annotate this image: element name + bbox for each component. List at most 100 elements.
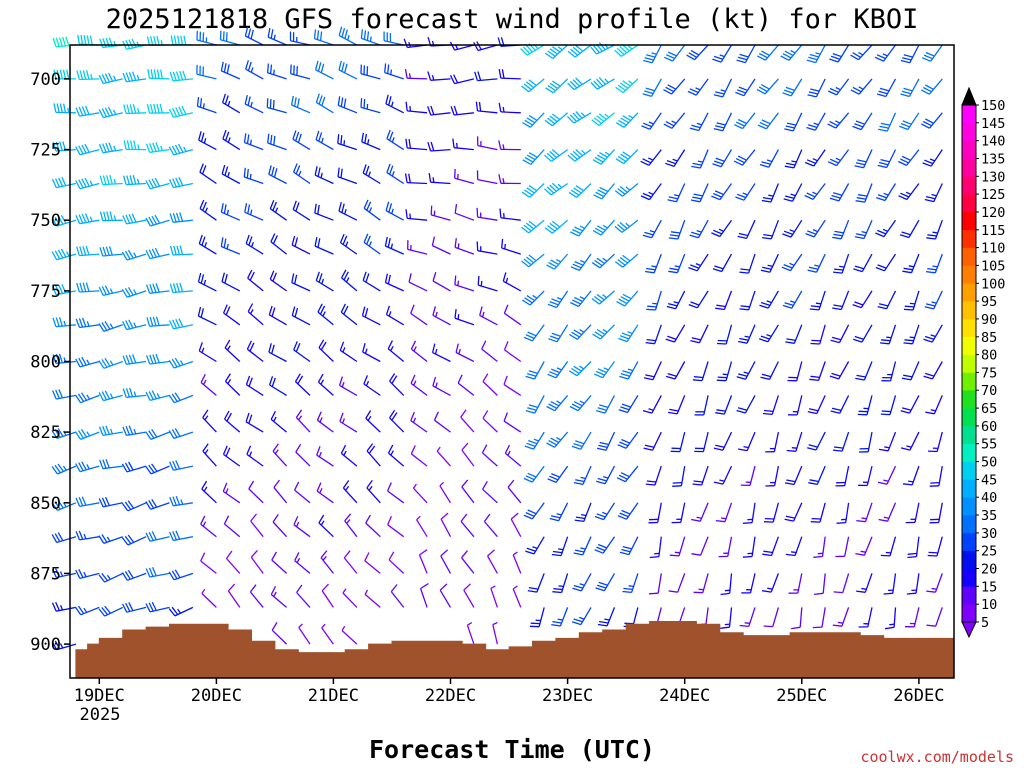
colorbar-label: 100: [981, 276, 1005, 292]
wind-barb: [244, 94, 264, 114]
y-tick-label: 775: [30, 282, 61, 302]
wind-barb: [503, 341, 522, 363]
wind-barb: [544, 44, 569, 60]
wind-barb: [879, 431, 897, 452]
wind-barb: [899, 219, 920, 239]
colorbar-label: 135: [981, 152, 1005, 168]
wind-barb: [735, 78, 756, 97]
wind-barb: [387, 516, 405, 538]
wind-barb: [267, 27, 287, 46]
wind-barb: [498, 102, 521, 114]
wind-barb: [243, 133, 264, 151]
wind-barb: [428, 173, 451, 185]
wind-barb: [432, 376, 451, 396]
wind-barb: [76, 245, 100, 257]
wind-barb: [878, 502, 897, 522]
wind-barb: [410, 411, 428, 433]
wind-barb: [416, 515, 428, 538]
wind-barb: [366, 480, 381, 504]
wind-barb: [807, 431, 826, 451]
wind-barb: [386, 163, 405, 185]
wind-barb: [314, 203, 334, 221]
wind-barb: [483, 513, 498, 538]
colorbar-swatch: [962, 283, 976, 302]
x-axis-title: Forecast Time (UTC): [369, 735, 655, 764]
wind-barb: [403, 38, 428, 49]
colorbar-label: 140: [981, 134, 1005, 150]
wind-barb: [169, 212, 193, 223]
wind-barb: [813, 536, 826, 558]
wind-barb: [905, 502, 920, 524]
wind-barb: [121, 461, 147, 473]
wind-barb: [487, 549, 498, 574]
wind-barb: [875, 219, 897, 238]
wind-barb: [200, 515, 217, 538]
wind-barb: [669, 536, 686, 557]
x-tick-label: 21DEC: [308, 686, 359, 706]
wind-barb: [880, 324, 897, 345]
colorbar-swatch: [962, 586, 976, 605]
wind-barb: [220, 237, 241, 255]
wind-barb: [665, 149, 686, 168]
colorbar-label: 15: [981, 579, 997, 595]
wind-barb: [360, 64, 381, 80]
wind-barb: [855, 183, 873, 203]
wind-barb: [266, 98, 287, 114]
wind-barb: [923, 324, 943, 343]
y-tick-label: 875: [30, 564, 61, 584]
wind-barb: [832, 431, 850, 452]
wind-barb: [713, 112, 733, 132]
wind-barb: [649, 536, 662, 559]
wind-barb: [244, 26, 264, 46]
wind-barb: [785, 324, 803, 344]
wind-barb: [900, 78, 920, 98]
wind-barb: [405, 209, 428, 221]
wind-barb: [833, 573, 850, 594]
wind-barb: [145, 177, 170, 190]
wind-barb: [51, 532, 77, 544]
wind-barb: [51, 568, 77, 579]
wind-barb: [75, 143, 100, 156]
wind-barb: [573, 536, 592, 556]
wind-barb: [227, 583, 241, 608]
wind-barb: [763, 502, 780, 523]
wind-barb: [765, 431, 780, 453]
colorbar-label: 35: [981, 508, 997, 524]
wind-barb: [387, 340, 405, 363]
wind-barb: [574, 502, 592, 523]
wind-barb: [570, 219, 592, 237]
wind-barb: [317, 373, 334, 396]
wind-barb: [121, 286, 147, 298]
wind-barb: [762, 536, 780, 557]
wind-barb: [573, 465, 592, 486]
wind-barb: [365, 410, 381, 433]
wind-barb: [292, 130, 311, 151]
wind-barb: [224, 410, 241, 433]
wind-barb: [830, 324, 850, 344]
wind-barb: [316, 446, 334, 467]
wind-barb: [340, 444, 358, 467]
wind-barb: [781, 253, 803, 272]
y-tick-label: 800: [30, 353, 61, 373]
wind-barb: [432, 306, 451, 326]
wind-barb: [315, 271, 334, 292]
wind-barb: [168, 569, 194, 581]
wind-barb: [224, 373, 241, 396]
wind-barb: [412, 483, 428, 504]
wind-barb: [145, 353, 170, 365]
wind-barb: [648, 573, 662, 595]
wind-barb: [668, 219, 686, 240]
wind-barb: [268, 305, 287, 326]
wind-barb: [521, 290, 545, 306]
wind-barb: [122, 213, 147, 225]
wind-barb: [641, 112, 662, 130]
wind-barb: [808, 465, 826, 486]
wind-barb: [51, 284, 77, 296]
wind-barb: [523, 502, 545, 520]
wind-barb: [522, 112, 545, 128]
wind-barb: [507, 479, 522, 504]
wind-barb: [498, 140, 521, 151]
wind-barb: [410, 374, 428, 396]
wind-barb: [146, 316, 170, 327]
colorbar-swatch: [962, 532, 976, 551]
